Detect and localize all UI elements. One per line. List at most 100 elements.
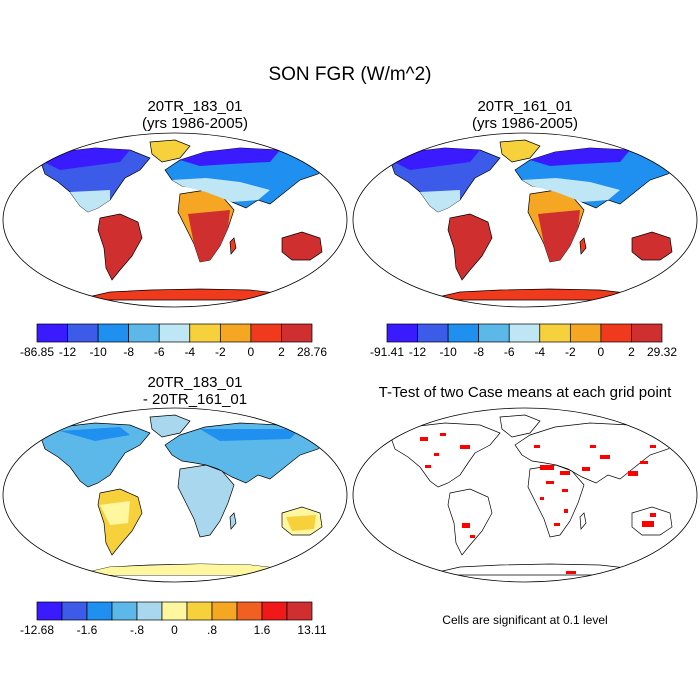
colorbar-tick-label: 28.76 [297,345,327,359]
significant-cell [434,453,439,456]
land-band-4 [538,210,580,262]
colorbar-box [386,323,418,343]
colorbar-box [631,323,663,343]
panel-title-case1: 20TR_183_01 (yrs 1986-2005) [25,98,365,132]
significant-cell [590,445,596,448]
colorbar-tick-label: -.8 [130,623,144,637]
colorbar-tick-label: -8 [123,345,134,359]
colorbar-box [136,601,163,621]
significant-cell [566,571,576,574]
colorbar-case2: -91.41 -12 -10 -8 -6 -4 -2 0 2 29.32 [370,323,677,359]
colorbar-box [161,601,188,621]
colorbar-tick-label: 0 [598,345,605,359]
colorbar-box [219,323,252,343]
significant-cell [420,437,428,441]
colorbar-box [569,323,602,343]
colorbar-tick-label: 0 [248,345,255,359]
panel-title-case2-line1: 20TR_161_01 [477,98,573,115]
colorbar-tick-label: -6 [154,345,165,359]
significant-cell [460,445,470,449]
map-case2 [352,132,698,308]
map-border [2,407,348,583]
land-africa [177,464,235,538]
significant-cell [554,523,560,526]
colorbar-box [286,601,313,621]
colorbar-tick-label: 1.6 [254,623,271,637]
significant-cell [582,467,590,471]
significant-cell [564,509,568,513]
map-border [2,132,348,308]
land-southAmerica [97,213,143,281]
colorbar-difference: -12.68 -1.6 -.8 0 .8 1.6 13.11 [20,601,327,637]
land-southAmerica [447,213,493,281]
colorbar-tick-label: -2 [565,345,576,359]
figure-title: SON FGR (W/m^2) [268,64,432,85]
land-band-2 [200,429,300,441]
colorbar-box [158,323,191,343]
land-greenland [499,139,541,163]
land-madagascar [229,237,237,255]
map-case1 [2,132,348,308]
land-northAmerica [389,422,501,488]
significant-cell [540,497,544,500]
land-band-3 [100,501,130,525]
land-band-4 [286,515,316,531]
colorbar-tick-label: 2 [278,345,285,359]
colorbar-tick-label: -12 [59,345,77,359]
colorbar-tick-label: -6 [504,345,515,359]
colorbar-tick-label: -10 [439,345,457,359]
colorbar-case1: -86.85 -12 -10 -8 -6 -4 -2 0 2 28.76 [20,323,327,359]
colorbar-box [111,601,138,621]
land-greenland [499,414,541,438]
colorbar-box [211,601,238,621]
colorbar-box [281,323,313,343]
land-madagascar [579,512,587,530]
significant-cell [650,445,656,448]
colorbar-tick-label: -10 [89,345,107,359]
land-band-2 [420,190,460,212]
colorbar-box [250,323,282,343]
map-ocean [353,408,697,582]
significant-cell [562,489,568,492]
colorbar-tick-label: -8 [473,345,484,359]
significant-cell [470,535,475,538]
significant-cell [628,471,638,476]
map-border [352,132,698,308]
colorbar-box [67,323,99,343]
colorbar-box [36,323,68,343]
land-australia [631,506,673,536]
land-northAmerica [39,422,151,488]
land-australia [631,231,673,261]
significant-cell [642,521,654,527]
colorbar-tick-label: 2 [628,345,635,359]
land-eurasia [514,422,681,484]
land-greenland [149,139,191,163]
panel-title-difference: 20TR_183_01 - 20TR_161_01 [25,374,365,408]
panel-title-case1-line2: (yrs 1986-2005) [142,115,248,132]
land-africa [527,464,585,538]
significant-cell [546,481,554,484]
map-difference [2,407,348,583]
land-band-1 [60,427,130,441]
panel-title-ttest: T-Test of two Case means at each grid po… [355,384,695,401]
colorbar-tick-label: 29.32 [647,345,677,359]
significant-cell [425,465,431,468]
land-band-4 [188,210,230,262]
colorbar-tick-label: -86.85 [20,345,54,359]
land-band-3 [522,178,620,202]
colorbar-box [189,323,221,343]
significant-cell [462,523,470,528]
land-madagascar [579,237,587,255]
significant-cell [560,471,570,475]
colorbar-tick-label: 0 [171,623,178,637]
land-band-2 [70,190,110,212]
significant-cell [440,433,446,436]
significant-cell [540,465,554,470]
colorbar-box [36,601,63,621]
colorbar-tick-label: .8 [207,623,217,637]
map-border [352,407,698,583]
colorbar-box [186,601,213,621]
colorbar-box [261,601,288,621]
colorbar-tick-label: -91.41 [370,345,404,359]
colorbar-box [478,323,510,343]
